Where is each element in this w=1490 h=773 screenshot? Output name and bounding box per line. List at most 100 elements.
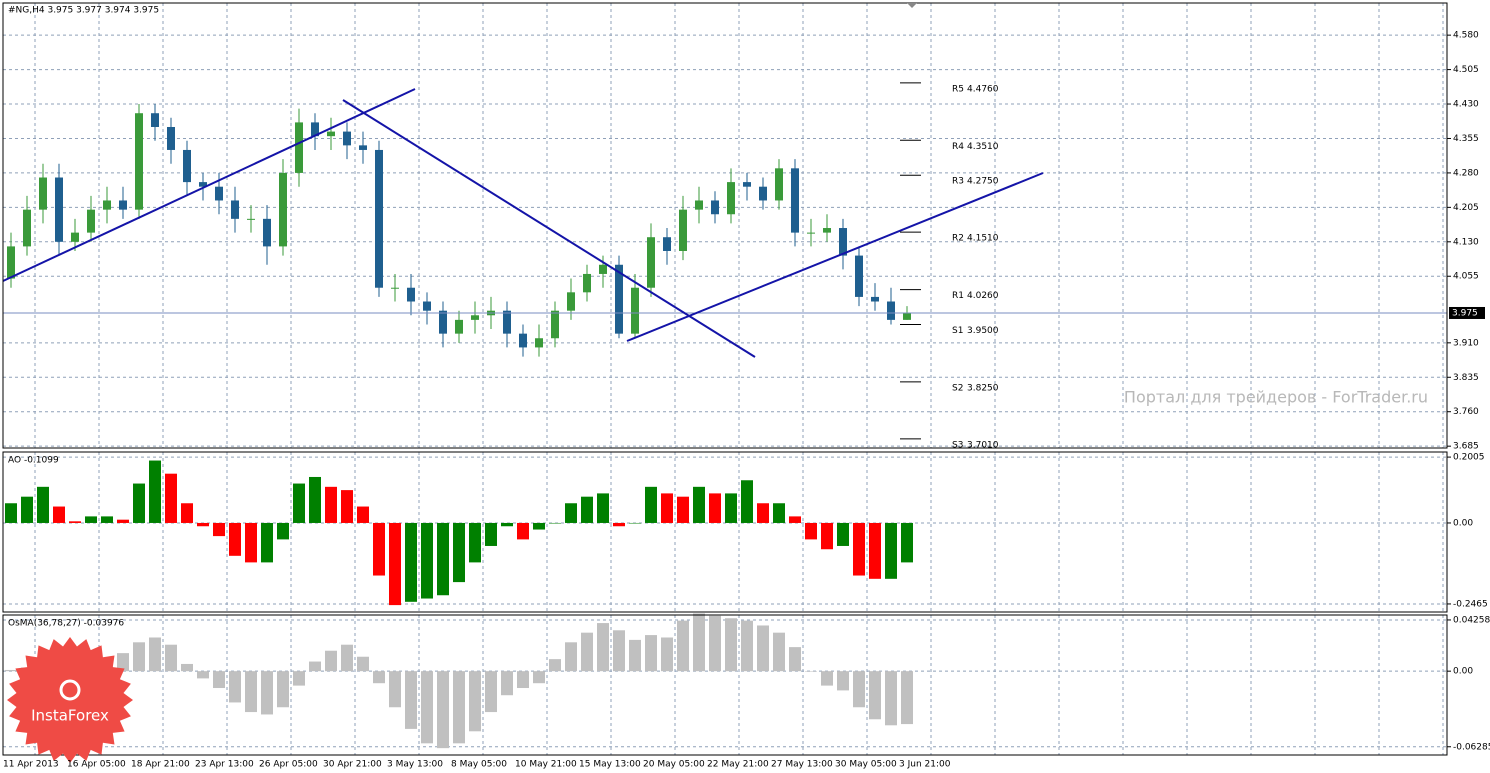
candle-body <box>7 246 15 279</box>
histogram-bar <box>485 671 497 713</box>
candle-body <box>215 186 223 201</box>
y-tick-label: 4.130 <box>1453 237 1479 247</box>
pivot-label: 3.8250 <box>967 383 999 393</box>
histogram-bar <box>53 506 65 523</box>
histogram-bar <box>597 623 609 672</box>
x-tick-label: 30 Apr 21:00 <box>323 760 382 770</box>
histogram-bar <box>357 506 369 523</box>
x-tick-label: 20 May 05:00 <box>643 760 705 770</box>
candle-body <box>327 131 335 137</box>
histogram-bar <box>837 671 849 691</box>
candle-body <box>567 292 575 311</box>
histogram-bar <box>117 653 129 672</box>
candle-body <box>71 232 79 242</box>
candle-body <box>183 149 191 183</box>
histogram-bar <box>69 521 81 523</box>
histogram-bar <box>885 671 897 726</box>
histogram-bar <box>645 486 657 523</box>
histogram-bar <box>613 522 625 527</box>
histogram-bar <box>325 650 337 672</box>
candle-body <box>263 218 271 247</box>
pivot-name: R5 <box>952 84 964 94</box>
histogram-bar <box>405 522 417 602</box>
pivot-label: 3.7010 <box>967 440 999 450</box>
histogram-bar <box>485 522 497 546</box>
y-tick-label: 3.760 <box>1453 407 1479 417</box>
histogram-bar <box>149 460 161 523</box>
y-tick-label: 4.055 <box>1453 272 1479 282</box>
histogram-bar <box>821 671 833 686</box>
pivot-name: R2 <box>952 234 964 244</box>
histogram-bar <box>453 671 465 744</box>
histogram-bar <box>5 503 17 523</box>
histogram-bar <box>469 671 481 732</box>
histogram-bar <box>389 522 401 606</box>
candle-body <box>743 182 751 187</box>
y-tick-label: 0.2005 <box>1453 453 1485 463</box>
histogram-bar <box>405 671 417 729</box>
histogram-bar <box>181 663 193 672</box>
y-tick-label: 4.505 <box>1453 65 1479 75</box>
x-tick-label: 3 Jun 21:00 <box>899 760 951 770</box>
histogram-bar <box>821 522 833 550</box>
candle-body <box>839 228 847 256</box>
histogram-bar <box>581 496 593 523</box>
candle-body <box>727 182 735 215</box>
histogram-bar <box>869 671 881 720</box>
histogram-bar <box>693 613 705 672</box>
histogram-bar <box>21 496 33 523</box>
candle-body <box>631 287 639 334</box>
candle-body <box>615 264 623 334</box>
last-price-box <box>1449 306 1485 319</box>
pivot-name: S3 <box>952 440 963 450</box>
histogram-bar <box>789 516 801 523</box>
trendline <box>342 99 756 358</box>
y-tick-label: 0.00 <box>1453 518 1473 528</box>
histogram-bar <box>325 486 337 523</box>
histogram-bar <box>901 522 913 563</box>
histogram-bar <box>229 671 241 703</box>
histogram-bar <box>245 522 257 563</box>
histogram-bar <box>309 661 321 672</box>
histogram-bar <box>213 671 225 689</box>
x-tick-label: 27 May 13:00 <box>771 760 833 770</box>
histogram-bar <box>805 671 817 672</box>
logo-icon <box>59 679 81 701</box>
histogram-bar <box>5 669 17 672</box>
histogram-bar <box>501 671 513 696</box>
logo: InstaForex <box>7 637 133 763</box>
candle-body <box>119 200 127 210</box>
candle-body <box>439 310 447 334</box>
pivot-name: R3 <box>952 177 964 187</box>
histogram-bar <box>709 615 721 672</box>
ao-panel-frame <box>2 451 1448 613</box>
histogram-bar <box>437 671 449 749</box>
histogram-bar <box>565 642 577 672</box>
histogram-bar <box>565 503 577 523</box>
histogram-bar <box>341 644 353 672</box>
candle-body <box>583 273 591 293</box>
histogram-bar <box>533 671 545 684</box>
histogram-bar <box>373 671 385 684</box>
candle-body <box>375 149 383 288</box>
candle-body <box>679 209 687 251</box>
histogram-bar <box>309 476 321 523</box>
histogram-bar <box>341 490 353 523</box>
histogram-bar <box>725 493 737 523</box>
histogram-bar <box>629 639 641 672</box>
candle-body <box>343 131 351 146</box>
y-tick-label: 3.835 <box>1453 373 1479 383</box>
histogram-bar <box>613 630 625 672</box>
x-tick-label: 10 May 21:00 <box>515 760 577 770</box>
histogram-bar <box>149 637 161 672</box>
histogram-bar <box>661 637 673 672</box>
candle-body <box>455 319 463 334</box>
osma-title: OsMA(36,78,27) -0.03976 <box>8 619 124 629</box>
candle-body <box>759 186 767 201</box>
x-tick-label: 15 May 13:00 <box>579 760 641 770</box>
histogram-bar <box>885 522 897 579</box>
candle-body <box>871 296 879 302</box>
histogram-bar <box>645 635 657 672</box>
histogram-bar <box>853 671 865 708</box>
candle-body <box>423 301 431 311</box>
